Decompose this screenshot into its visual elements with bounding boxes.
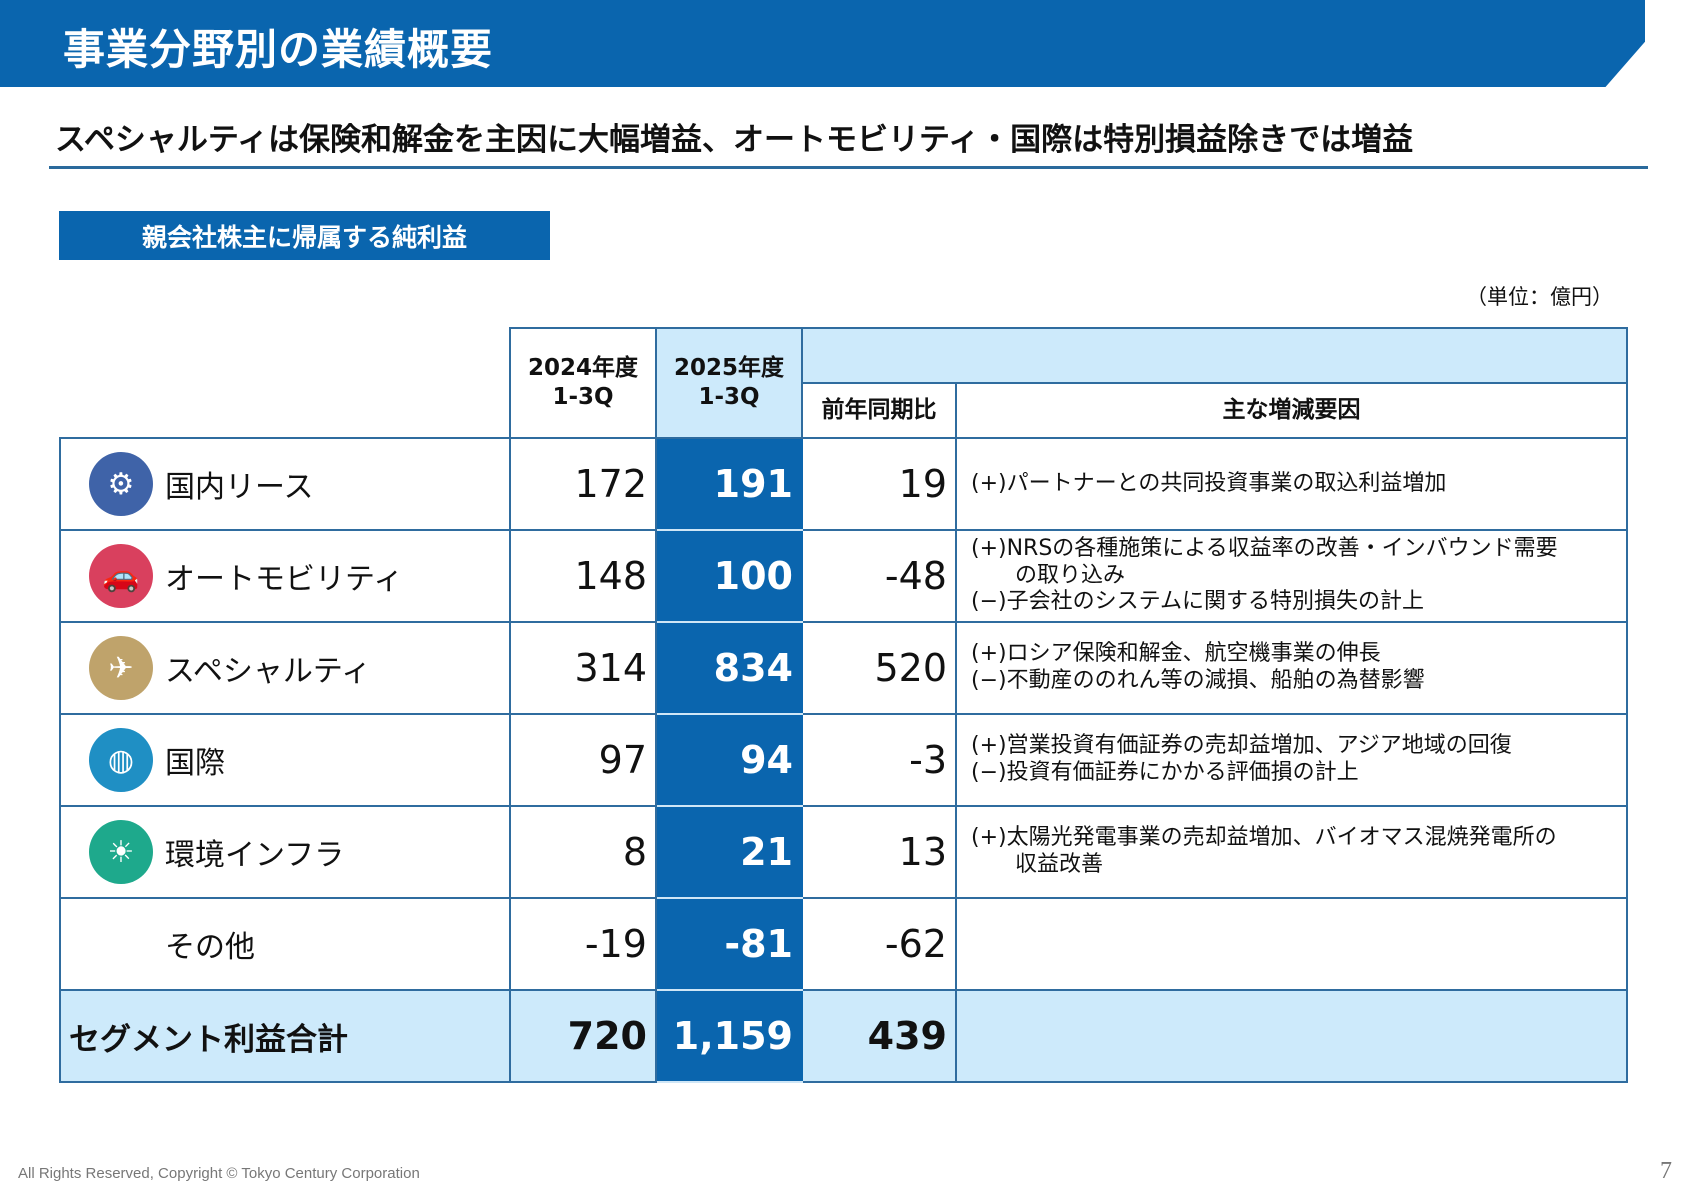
yoy-value: -48 xyxy=(801,529,957,623)
total-yoy: 439 xyxy=(801,989,957,1083)
factor-line: (−)不動産ののれん等の減損、船舶の為替影響 xyxy=(971,668,1425,693)
factors-cell xyxy=(955,897,1628,991)
header-factors: 主な増減要因 xyxy=(955,382,1628,439)
segment-cell: その他 xyxy=(59,897,511,991)
factors-cell: (+)パートナーとの共同投資事業の取込利益増加 xyxy=(955,437,1628,531)
total-fy2024: 720 xyxy=(509,989,657,1083)
table-row: ⚙ 国内リース 172 191 19 (+)パートナーとの共同投資事業の取込利益増… xyxy=(59,437,1628,531)
segment-name: オートモビリティ xyxy=(165,562,404,597)
yoy-value: 520 xyxy=(801,621,957,715)
solar-panel-icon: ☀ xyxy=(89,820,153,884)
factor-line: の取り込み xyxy=(1015,562,1126,588)
header-fy2024-period: 1-3Q xyxy=(552,384,614,410)
header-fy2024-year: 2024年度 xyxy=(527,355,638,382)
no-icon xyxy=(89,912,153,976)
unit-note: （単位：億円） xyxy=(1466,285,1613,309)
factor-line: (+)NRSの各種施策による収益率の改善・インバウンド需要 xyxy=(971,535,1558,561)
segment-name: その他 xyxy=(165,930,255,965)
header-fy2025: 2025年度 1-3Q xyxy=(655,327,803,439)
factor-line: (+)パートナーとの共同投資事業の取込利益増加 xyxy=(971,470,1447,496)
fy2025-value: -81 xyxy=(655,897,803,991)
divider xyxy=(49,166,1648,169)
copyright: All Rights Reserved, Copyright © Tokyo C… xyxy=(18,1165,420,1182)
fy2024-value: 148 xyxy=(509,529,657,623)
fy2024-value: 314 xyxy=(509,621,657,715)
fy2025-value: 21 xyxy=(655,805,803,899)
segment-cell: ☀ 環境インフラ xyxy=(59,805,511,899)
airplane-building-icon: ✈ xyxy=(89,636,153,700)
table-row: 🚗 オートモビリティ 148 100 -48 (+)NRSの各種施策による収益率の… xyxy=(59,529,1628,623)
segment-cell: ⚙ 国内リース xyxy=(59,437,511,531)
fy2025-value: 191 xyxy=(655,437,803,531)
page-title: 事業分野別の業績概要 xyxy=(63,25,494,74)
header-fy2025-year: 2025年度 xyxy=(673,355,784,382)
segment-name: 国際 xyxy=(165,746,225,781)
fy2025-value: 834 xyxy=(655,621,803,715)
header-bar xyxy=(0,0,1645,87)
segment-table: 2024年度 1-3Q 2025年度 1-3Q 前年同期比 主な増減要因 ⚙ 国内リー… xyxy=(59,327,1628,1083)
fy2025-value: 94 xyxy=(655,713,803,807)
factor-line: (+)ロシア保険和解金、航空機事業の伸長 xyxy=(971,641,1381,667)
factor-line: 収益改善 xyxy=(1015,852,1104,877)
fy2024-value: 172 xyxy=(509,437,657,531)
segment-name: 国内リース xyxy=(165,470,314,505)
factors-cell: (+)太陽光発電事業の売却益増加、バイオマス混焼発電所の 収益改善 xyxy=(955,805,1628,899)
header-fy2024: 2024年度 1-3Q xyxy=(509,327,657,439)
yoy-value: 19 xyxy=(801,437,957,531)
table-row: ✈ スペシャルティ 314 834 520 (+)ロシア保険和解金、航空機事業の伸… xyxy=(59,621,1628,715)
factor-line: (+)営業投資有価証券の売却益増加、アジア地域の回復 xyxy=(971,733,1512,759)
yoy-value: -3 xyxy=(801,713,957,807)
factors-cell: (+)営業投資有価証券の売却益増加、アジア地域の回復 (−)投資有価証券にかかる評… xyxy=(955,713,1628,807)
header-yoy: 前年同期比 xyxy=(801,382,957,439)
segment-cell: ✈ スペシャルティ xyxy=(59,621,511,715)
segment-cell: 🚗 オートモビリティ xyxy=(59,529,511,623)
fy2024-value: -19 xyxy=(509,897,657,991)
page-subtitle: スペシャルティは保険和解金を主因に大幅増益、オートモビリティ・国際は特別損益除き… xyxy=(55,122,1414,158)
factors-cell: (+)NRSの各種施策による収益率の改善・インバウンド需要 の取り込み (−)子会社… xyxy=(955,529,1628,623)
header-blank xyxy=(60,328,510,439)
table-row: その他 -19 -81 -62 xyxy=(59,897,1628,991)
page-number: 7 xyxy=(1660,1158,1672,1184)
yoy-value: 13 xyxy=(801,805,957,899)
total-factors xyxy=(955,989,1628,1083)
segment-name: 環境インフラ xyxy=(165,838,345,873)
fy2024-value: 8 xyxy=(509,805,657,899)
header-band xyxy=(801,327,1628,384)
car-icon: 🚗 xyxy=(89,544,153,608)
factor-line: (−)投資有価証券にかかる評価損の計上 xyxy=(971,760,1359,785)
table-row: ☀ 環境インフラ 8 21 13 (+)太陽光発電事業の売却益増加、バイオマス混焼… xyxy=(59,805,1628,899)
factor-line: (−)子会社のシステムに関する特別損失の計上 xyxy=(971,589,1424,615)
factors-cell: (+)ロシア保険和解金、航空機事業の伸長 (−)不動産ののれん等の減損、船舶の為替… xyxy=(955,621,1628,715)
total-fy2025: 1,159 xyxy=(655,989,803,1083)
globe-icon: ◍ xyxy=(89,728,153,792)
table-row: ◍ 国際 97 94 -3 (+)営業投資有価証券の売却益増加、アジア地域の回復(… xyxy=(59,713,1628,807)
yoy-value: -62 xyxy=(801,897,957,991)
segment-cell: ◍ 国際 xyxy=(59,713,511,807)
segment-name: スペシャルティ xyxy=(165,654,372,689)
total-row: セグメント利益合計 720 1,159 439 xyxy=(59,989,1628,1083)
header-fy2025-period: 1-3Q xyxy=(698,384,760,410)
construction-machinery-icon: ⚙ xyxy=(89,452,153,516)
section-label: 親会社株主に帰属する純利益 xyxy=(59,211,550,260)
fy2025-value: 100 xyxy=(655,529,803,623)
fy2024-value: 97 xyxy=(509,713,657,807)
total-label: セグメント利益合計 xyxy=(59,989,511,1083)
factor-line: (+)太陽光発電事業の売却益増加、バイオマス混焼発電所の xyxy=(971,825,1557,851)
